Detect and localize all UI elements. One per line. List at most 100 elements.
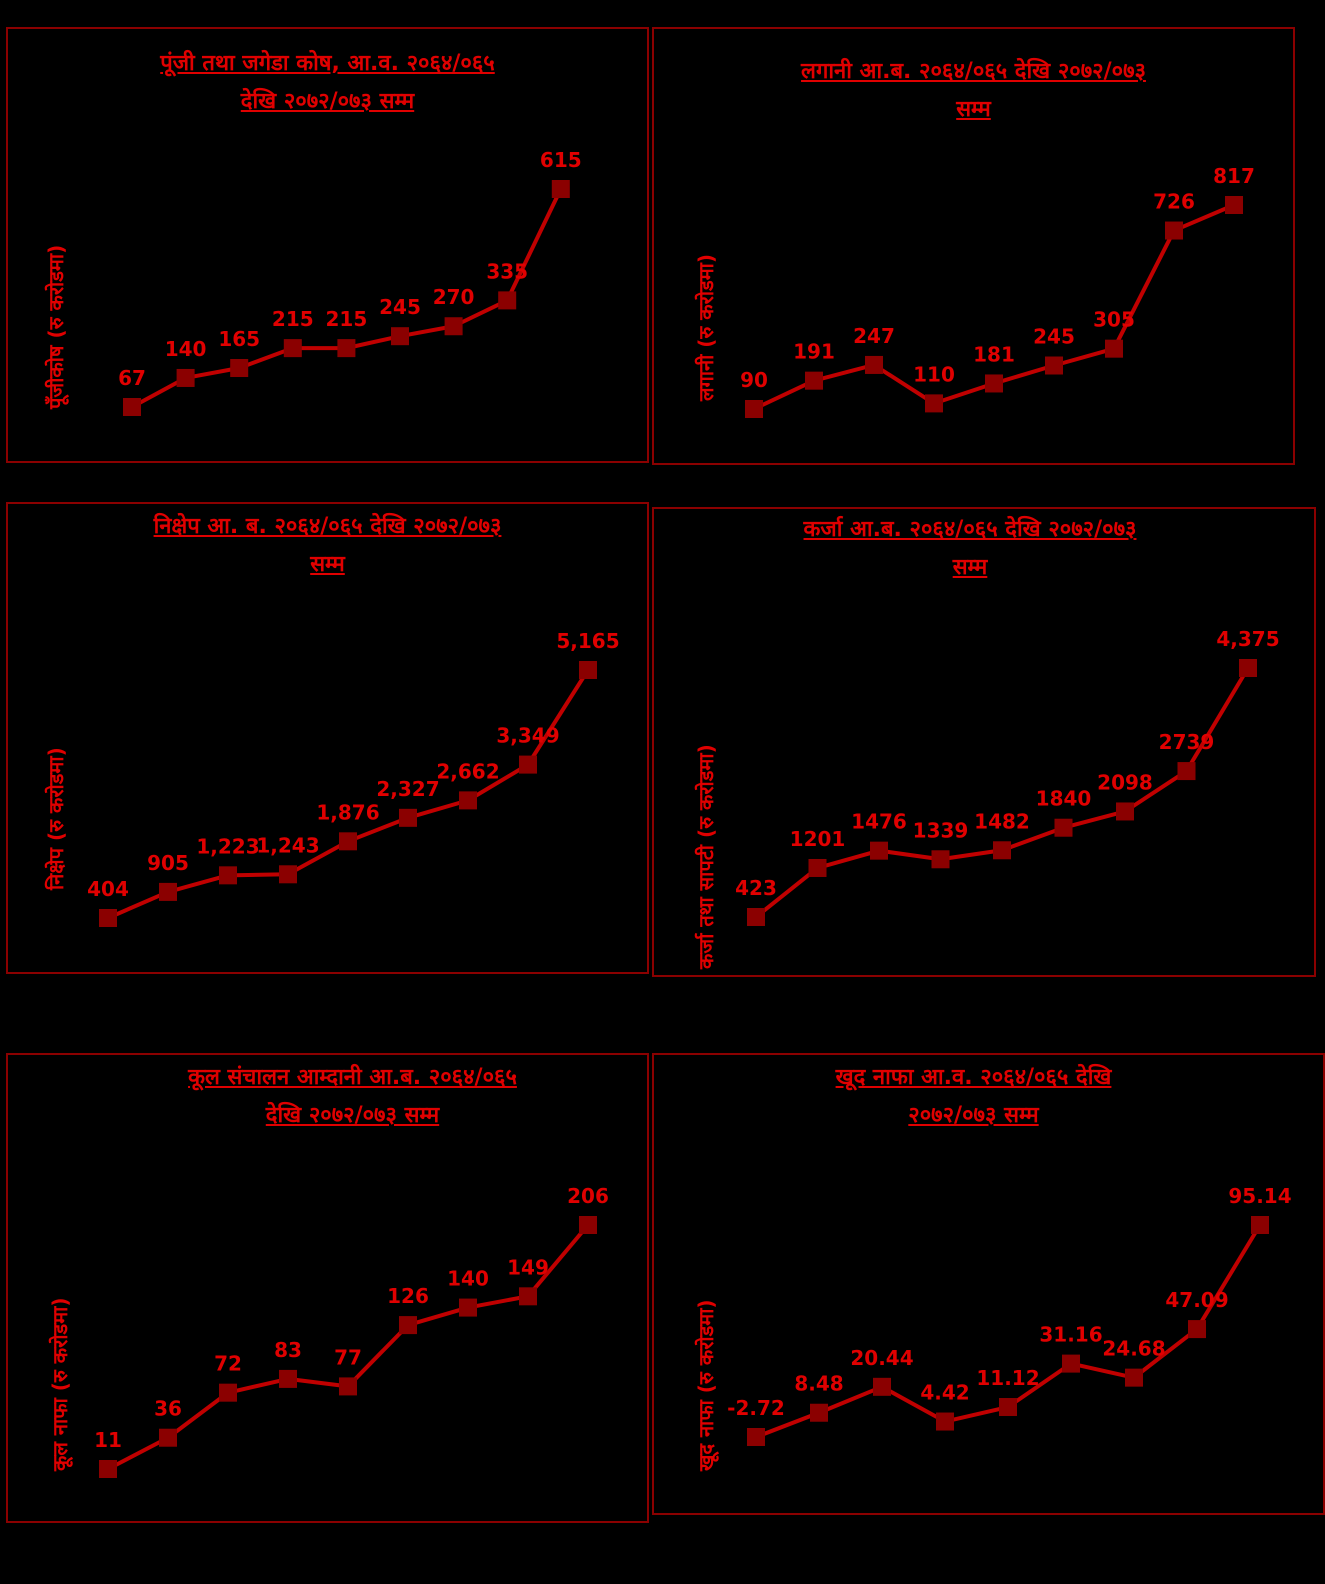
chart-title-line-2: सम्म bbox=[956, 97, 991, 122]
data-point-marker bbox=[1177, 762, 1196, 781]
data-point-marker bbox=[936, 1412, 954, 1431]
data-label: -2.72 bbox=[727, 1396, 785, 1420]
data-label: 20.44 bbox=[850, 1346, 913, 1370]
data-point-marker bbox=[1251, 1216, 1269, 1234]
series-line bbox=[754, 666, 1250, 919]
data-label: 67 bbox=[118, 366, 146, 390]
data-label: 11.12 bbox=[976, 1366, 1039, 1390]
data-point-marker bbox=[123, 398, 141, 416]
chart-title-line-2: सम्म bbox=[952, 555, 988, 580]
data-point-marker bbox=[279, 865, 297, 884]
data-label: 2,327 bbox=[376, 777, 439, 801]
chart-title-line-1: पूंजी तथा जगेडा कोष, आ.व. २०६४/०६५ bbox=[160, 51, 495, 76]
line-chart-plot: 90 191 247 110 181 245 305 726 817 bbox=[740, 164, 1255, 418]
data-point-marker bbox=[339, 1377, 357, 1396]
data-point-marker bbox=[747, 1428, 765, 1446]
data-label: 2739 bbox=[1159, 730, 1215, 754]
data-label: 149 bbox=[507, 1255, 549, 1279]
data-label: 2,662 bbox=[436, 759, 499, 783]
data-point-marker bbox=[931, 850, 950, 869]
chart-panel-net-profit: खूद नाफा आ.व. २०६४/०६५ देखि २०७२/०७३ सम्… bbox=[652, 1053, 1325, 1515]
data-label: 247 bbox=[853, 324, 895, 348]
chart-title-line-2: सम्म bbox=[310, 552, 345, 577]
data-point-marker bbox=[1165, 221, 1183, 240]
line-chart-plot: 67 140 165 215 215 245 270 335 615 bbox=[118, 148, 582, 416]
data-point-marker bbox=[870, 841, 888, 860]
data-point-marker bbox=[1116, 802, 1134, 821]
data-point-marker bbox=[219, 866, 237, 885]
chart-title-line-1: कूल संचालन आम्दानी आ.ब. २०६४/०६५ bbox=[188, 1065, 517, 1090]
data-point-marker bbox=[1062, 1354, 1080, 1373]
data-label: 83 bbox=[274, 1338, 302, 1362]
chart-title-line-1: लगानी आ.ब. २०६४/०६५ देखि २०७२/०७३ bbox=[801, 59, 1146, 84]
chart-title-line-2: देखि २०७२/०७३ सम्म bbox=[265, 1103, 440, 1128]
data-label: 77 bbox=[334, 1345, 362, 1369]
data-label: 72 bbox=[214, 1352, 242, 1376]
data-point-marker bbox=[865, 355, 883, 374]
data-point-marker bbox=[1125, 1368, 1143, 1387]
data-point-marker bbox=[747, 908, 765, 926]
data-label: 1476 bbox=[851, 810, 907, 834]
data-label: 4.42 bbox=[920, 1381, 969, 1405]
data-point-marker bbox=[279, 1369, 297, 1388]
data-point-marker bbox=[810, 1403, 828, 1422]
data-point-marker bbox=[1188, 1320, 1206, 1339]
data-point-marker bbox=[283, 339, 302, 358]
data-label: 191 bbox=[793, 340, 835, 364]
data-point-marker bbox=[459, 1298, 477, 1317]
data-label: 1840 bbox=[1036, 787, 1092, 811]
data-label: 3,349 bbox=[496, 724, 559, 748]
data-label: 335 bbox=[486, 259, 528, 283]
data-label: 95.14 bbox=[1228, 1184, 1291, 1208]
data-point-marker bbox=[519, 755, 537, 774]
data-label: 615 bbox=[540, 148, 582, 172]
data-point-marker bbox=[1239, 659, 1257, 677]
chart-title-line-2: २०७२/०७३ सम्म bbox=[908, 1103, 1039, 1128]
data-point-marker bbox=[219, 1383, 237, 1402]
data-label: 1,876 bbox=[316, 800, 379, 824]
data-label: 11 bbox=[94, 1428, 122, 1452]
data-label: 1482 bbox=[974, 809, 1030, 833]
chart-title-line-1: निक्षेप आ. ब. २०६४/०६५ देखि २०७२/०७३ bbox=[153, 514, 502, 539]
data-point-marker bbox=[873, 1377, 891, 1396]
data-point-marker bbox=[391, 327, 409, 346]
data-label: 423 bbox=[735, 876, 777, 900]
data-label: 24.68 bbox=[1102, 1337, 1165, 1361]
data-point-marker bbox=[498, 291, 517, 310]
chart-panel-deposit: निक्षेप आ. ब. २०६४/०६५ देखि २०७२/०७३ सम्… bbox=[6, 502, 649, 974]
data-label: 1,243 bbox=[256, 833, 319, 857]
data-point-marker bbox=[444, 317, 463, 336]
series-line bbox=[131, 188, 563, 409]
data-label: 110 bbox=[913, 362, 955, 386]
data-point-marker bbox=[399, 808, 417, 827]
data-point-marker bbox=[925, 394, 943, 413]
data-label: 1,223 bbox=[196, 834, 259, 858]
data-point-marker bbox=[176, 368, 195, 387]
data-label: 31.16 bbox=[1039, 1323, 1102, 1347]
data-point-marker bbox=[399, 1316, 417, 1335]
data-point-marker bbox=[808, 858, 827, 877]
chart-title-line-1: कर्जा आ.ब. २०६४/०६५ देखि २०७२/०७३ bbox=[803, 517, 1137, 542]
chart-title-line-1: खूद नाफा आ.व. २०६४/०६५ देखि bbox=[835, 1065, 1112, 1090]
data-label: 4,375 bbox=[1216, 627, 1279, 651]
data-point-marker bbox=[805, 371, 823, 390]
data-point-marker bbox=[339, 832, 357, 851]
data-point-marker bbox=[985, 374, 1003, 393]
data-point-marker bbox=[1054, 818, 1073, 837]
data-label: 726 bbox=[1153, 190, 1195, 214]
data-label: 215 bbox=[326, 307, 368, 331]
data-point-marker bbox=[99, 909, 117, 927]
data-label: 305 bbox=[1093, 308, 1135, 332]
data-point-marker bbox=[337, 339, 356, 358]
data-point-marker bbox=[99, 1460, 117, 1478]
data-label: 5,165 bbox=[556, 629, 619, 653]
data-label: 36 bbox=[154, 1397, 182, 1421]
data-label: 165 bbox=[218, 327, 260, 351]
data-point-marker bbox=[1105, 339, 1123, 358]
chart-panel-operating-income: कूल संचालन आम्दानी आ.ब. २०६४/०६५ देखि २०… bbox=[6, 1053, 649, 1523]
data-point-marker bbox=[999, 1398, 1017, 1417]
data-point-marker bbox=[1045, 356, 1063, 375]
